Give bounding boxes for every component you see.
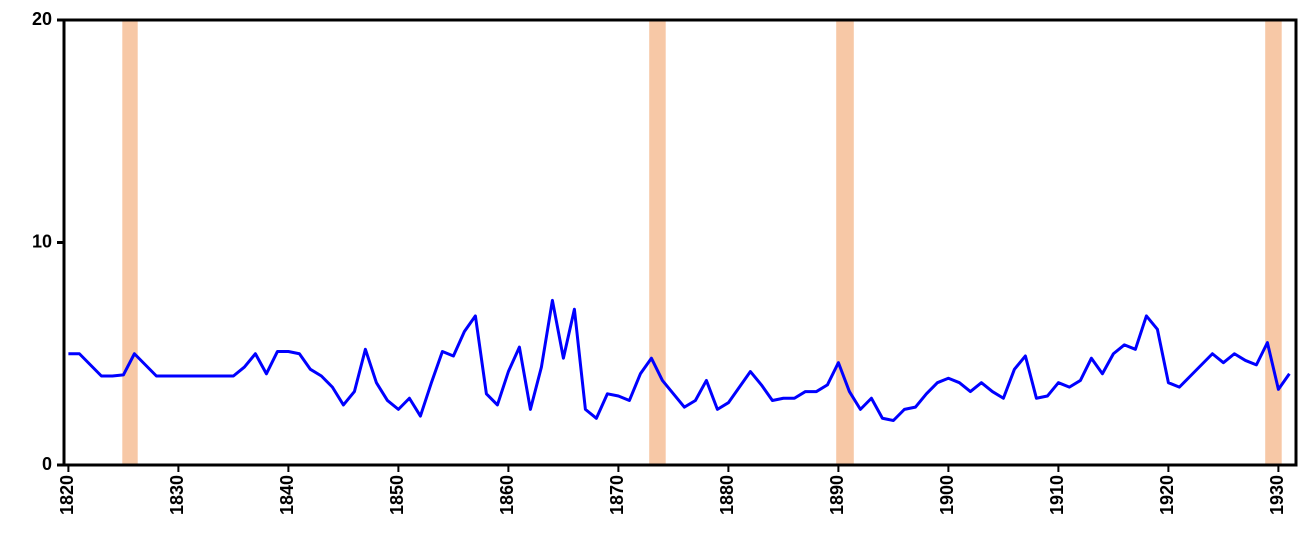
x-tick-label: 1880: [717, 475, 737, 515]
data-line: [68, 298, 1291, 422]
x-tick-label: 1900: [937, 475, 957, 515]
shaded-period: [836, 20, 854, 465]
x-tick-label: 1820: [57, 475, 77, 515]
x-tick-label: 1920: [1157, 475, 1177, 515]
shaded-period: [649, 20, 666, 465]
y-tick-label: 20: [32, 9, 52, 29]
shaded-period: [122, 20, 138, 465]
y-tick-label: 10: [32, 231, 52, 251]
y-tick-label: 0: [42, 454, 52, 474]
x-tick-label: 1830: [167, 475, 187, 515]
x-tick-label: 1890: [827, 475, 847, 515]
plot-frame: [62, 18, 1298, 467]
x-tick-label: 1910: [1047, 475, 1067, 515]
x-tick-label: 1850: [387, 475, 407, 515]
x-tick-label: 1930: [1267, 475, 1287, 515]
x-tick-label: 1870: [607, 475, 627, 515]
x-tick-label: 1860: [497, 475, 517, 515]
shaded-period: [1265, 20, 1282, 465]
x-tick-label: 1840: [277, 475, 297, 515]
